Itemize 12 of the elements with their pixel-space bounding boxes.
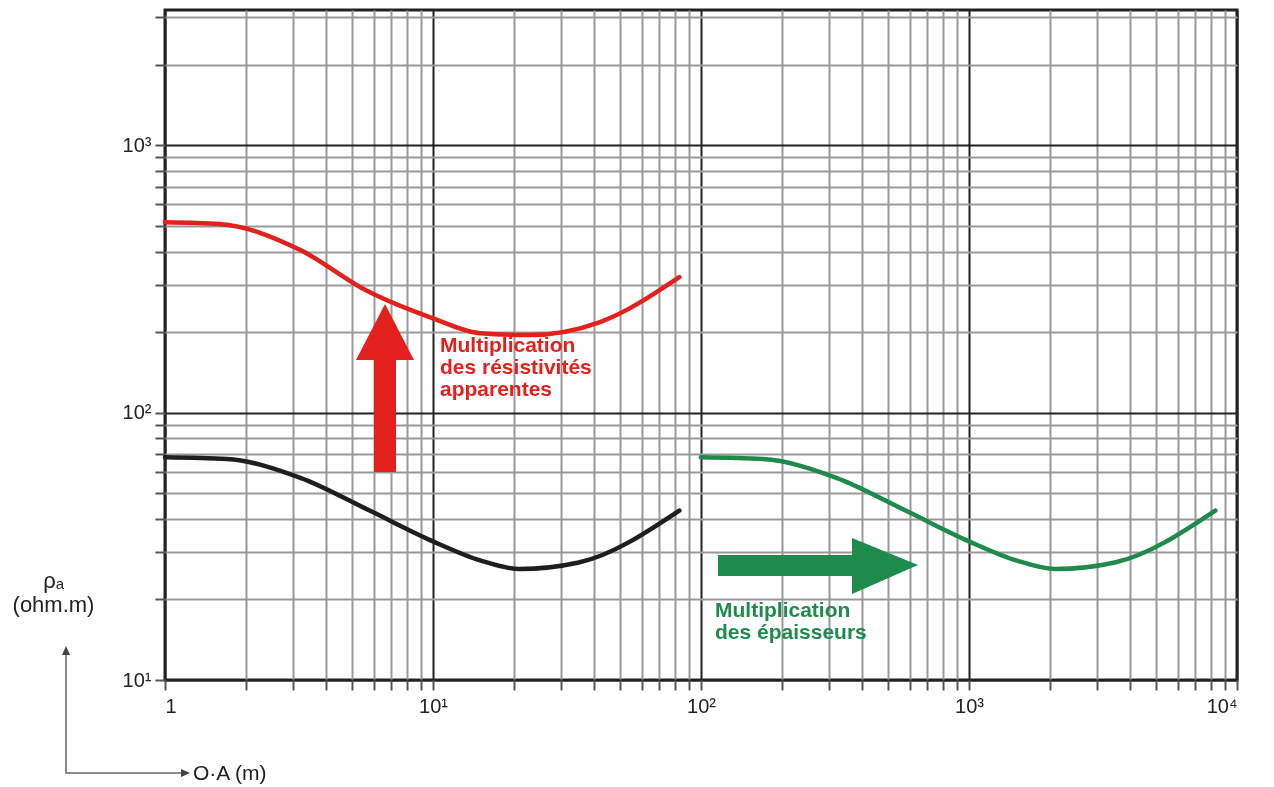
- x-tick-label: 10¹: [419, 694, 449, 717]
- x-tick-label: 1: [165, 694, 177, 717]
- y-tick-label: 10³: [122, 133, 152, 156]
- annotation: Multiplication des résistivités apparentes: [440, 333, 592, 400]
- annotation: Multiplication des épaisseurs: [715, 598, 867, 643]
- x-tick-label: 10⁴: [1206, 694, 1238, 717]
- x-axis-title: O·A (m): [193, 761, 267, 784]
- x-tick-label: 10³: [955, 694, 985, 717]
- x-tick-label: 10²: [687, 694, 717, 717]
- y-axis-title: ρₐ (ohm.m): [12, 567, 95, 617]
- y-tick-label: 10²: [122, 401, 152, 424]
- y-tick-label: 10¹: [122, 668, 152, 691]
